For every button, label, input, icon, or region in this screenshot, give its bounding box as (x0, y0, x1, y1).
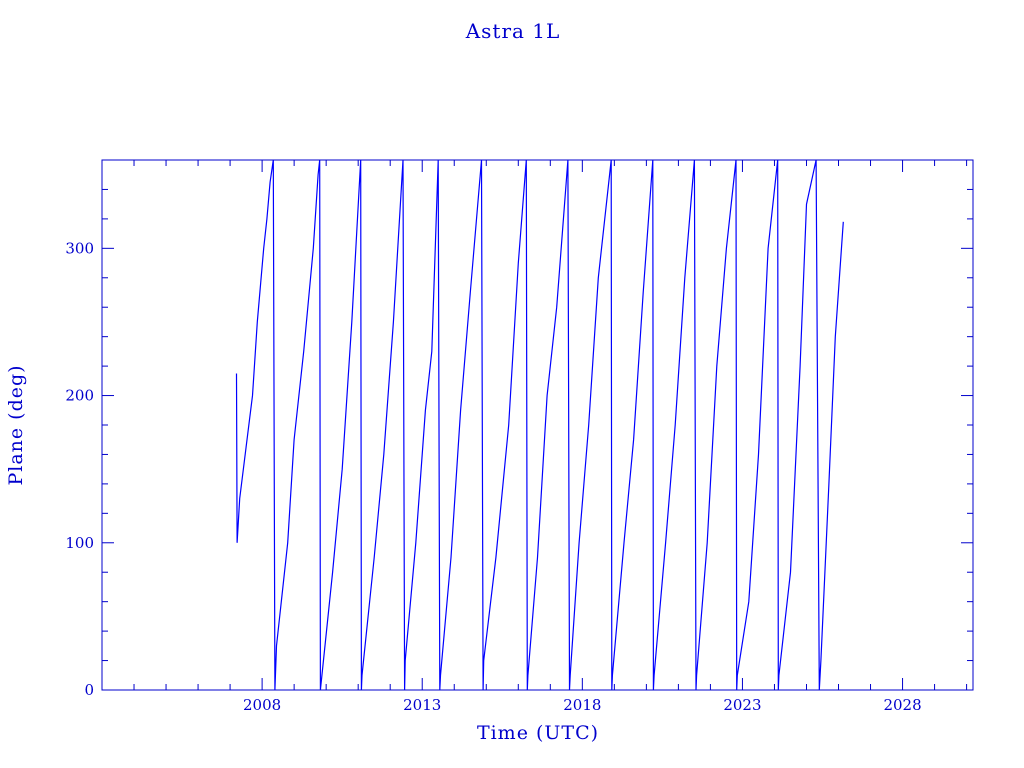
series-layer (235, 159, 844, 691)
y-tick-label: 200 (65, 387, 94, 405)
y-tick-label: 300 (65, 239, 94, 257)
x-tick-label: 2023 (723, 696, 761, 714)
x-tick-label: 2013 (403, 696, 441, 714)
y-tick-label: 100 (65, 534, 94, 552)
y-tick-label: 0 (84, 681, 94, 699)
axis-tick-labels: 2008 2013 2018 2023 2028 0 100 200 300 (65, 239, 921, 714)
chart-title: Astra 1L (465, 19, 561, 43)
axis-ticks (101, 159, 973, 691)
y-axis-label: Plane (deg) (5, 364, 27, 485)
series-line-0 (235, 159, 844, 691)
x-tick-label: 2018 (563, 696, 601, 714)
x-axis-label: Time (UTC) (477, 722, 599, 744)
x-tick-label: 2028 (883, 696, 921, 714)
x-tick-label: 2008 (243, 696, 281, 714)
